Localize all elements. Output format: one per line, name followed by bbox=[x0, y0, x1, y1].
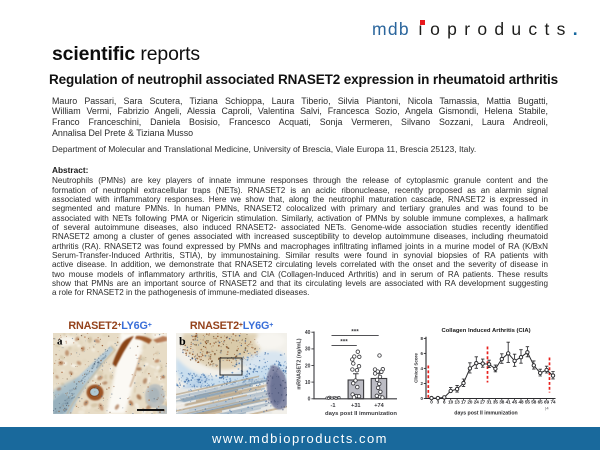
svg-text:0: 0 bbox=[308, 397, 311, 403]
svg-text:0: 0 bbox=[421, 396, 424, 401]
svg-text:6: 6 bbox=[443, 399, 446, 404]
svg-text:4: 4 bbox=[421, 366, 424, 371]
svg-text:48: 48 bbox=[518, 399, 524, 404]
svg-text:69: 69 bbox=[544, 399, 550, 404]
svg-text:74: 74 bbox=[550, 399, 556, 404]
svg-text:58: 58 bbox=[531, 399, 537, 404]
svg-text:27: 27 bbox=[480, 399, 486, 404]
svg-text:)4: )4 bbox=[545, 406, 549, 411]
svg-text:Collagen Induced Arthritis (CI: Collagen Induced Arthritis (CIA) bbox=[441, 328, 530, 334]
svg-text:24: 24 bbox=[474, 399, 480, 404]
svg-text:days post II immunization: days post II immunization bbox=[325, 411, 397, 417]
svg-text:***: *** bbox=[351, 329, 359, 336]
svg-text:38: 38 bbox=[499, 399, 505, 404]
svg-text:mRNASET2 (ng/mL): mRNASET2 (ng/mL) bbox=[297, 338, 303, 389]
svg-text:0: 0 bbox=[430, 399, 433, 404]
svg-text:b: b bbox=[179, 334, 186, 348]
svg-text:+74: +74 bbox=[374, 403, 384, 409]
svg-text:days post II immunization: days post II immunization bbox=[454, 410, 517, 416]
svg-text:31: 31 bbox=[487, 399, 493, 404]
svg-text:a: a bbox=[57, 336, 63, 348]
svg-text:20: 20 bbox=[467, 399, 473, 404]
svg-text:***: *** bbox=[340, 339, 348, 346]
svg-text:3: 3 bbox=[437, 399, 440, 404]
svg-text:+31: +31 bbox=[351, 403, 361, 409]
svg-text:10: 10 bbox=[305, 380, 311, 386]
svg-text:40: 40 bbox=[305, 330, 311, 336]
svg-text:65: 65 bbox=[538, 399, 544, 404]
svg-text:6: 6 bbox=[421, 351, 424, 356]
svg-text:Clinical Score: Clinical Score bbox=[414, 353, 419, 383]
svg-text:41: 41 bbox=[506, 399, 512, 404]
svg-text:45: 45 bbox=[512, 399, 518, 404]
svg-text:20: 20 bbox=[305, 363, 311, 369]
svg-text:-1: -1 bbox=[331, 403, 336, 409]
svg-text:35: 35 bbox=[493, 399, 499, 404]
svg-text:2: 2 bbox=[421, 381, 424, 386]
svg-text:8: 8 bbox=[421, 336, 424, 341]
svg-text:55: 55 bbox=[525, 399, 531, 404]
svg-text:17: 17 bbox=[461, 399, 467, 404]
svg-text:30: 30 bbox=[305, 347, 311, 353]
svg-text:13: 13 bbox=[455, 399, 461, 404]
svg-text:10: 10 bbox=[448, 399, 454, 404]
